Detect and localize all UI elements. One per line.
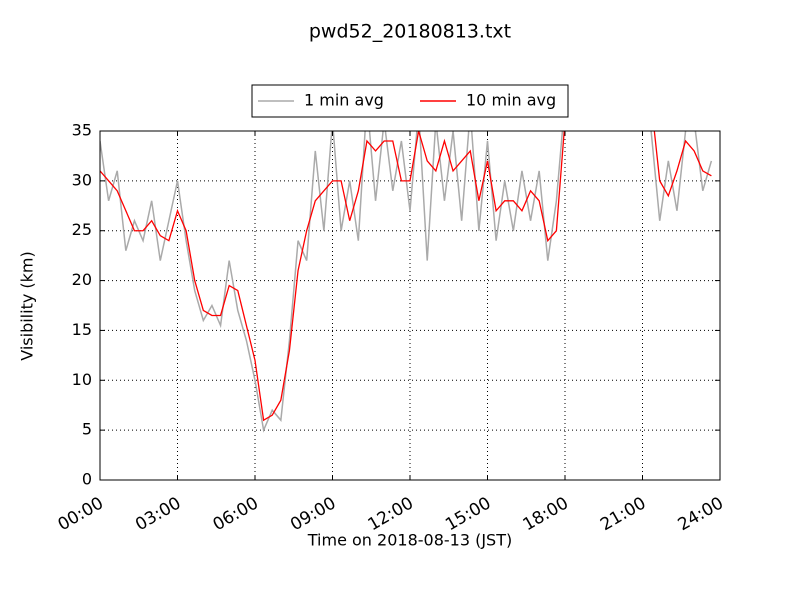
y-tick-label: 30	[72, 170, 92, 189]
legend-label: 10 min avg	[466, 91, 556, 110]
legend-label: 1 min avg	[304, 91, 384, 110]
y-tick-label: 35	[72, 121, 92, 140]
chart-title: pwd52_20180813.txt	[309, 21, 511, 43]
legend-box	[251, 84, 569, 118]
y-tick-label: 0	[82, 470, 92, 489]
series-line	[100, 131, 712, 422]
legend: 1 min avg 10 min avg	[251, 84, 569, 118]
x-axis-label: Time on 2018-08-13 (JST)	[307, 531, 512, 550]
y-tick-label: 20	[72, 270, 92, 289]
y-tick-label: 5	[82, 420, 92, 439]
y-axis-label: Visibility (km)	[18, 251, 37, 360]
y-tick-label: 15	[72, 320, 92, 339]
y-tick-label: 10	[72, 370, 92, 389]
series-line	[100, 131, 713, 433]
plot-lines	[100, 131, 713, 433]
y-tick-label: 25	[72, 220, 92, 239]
